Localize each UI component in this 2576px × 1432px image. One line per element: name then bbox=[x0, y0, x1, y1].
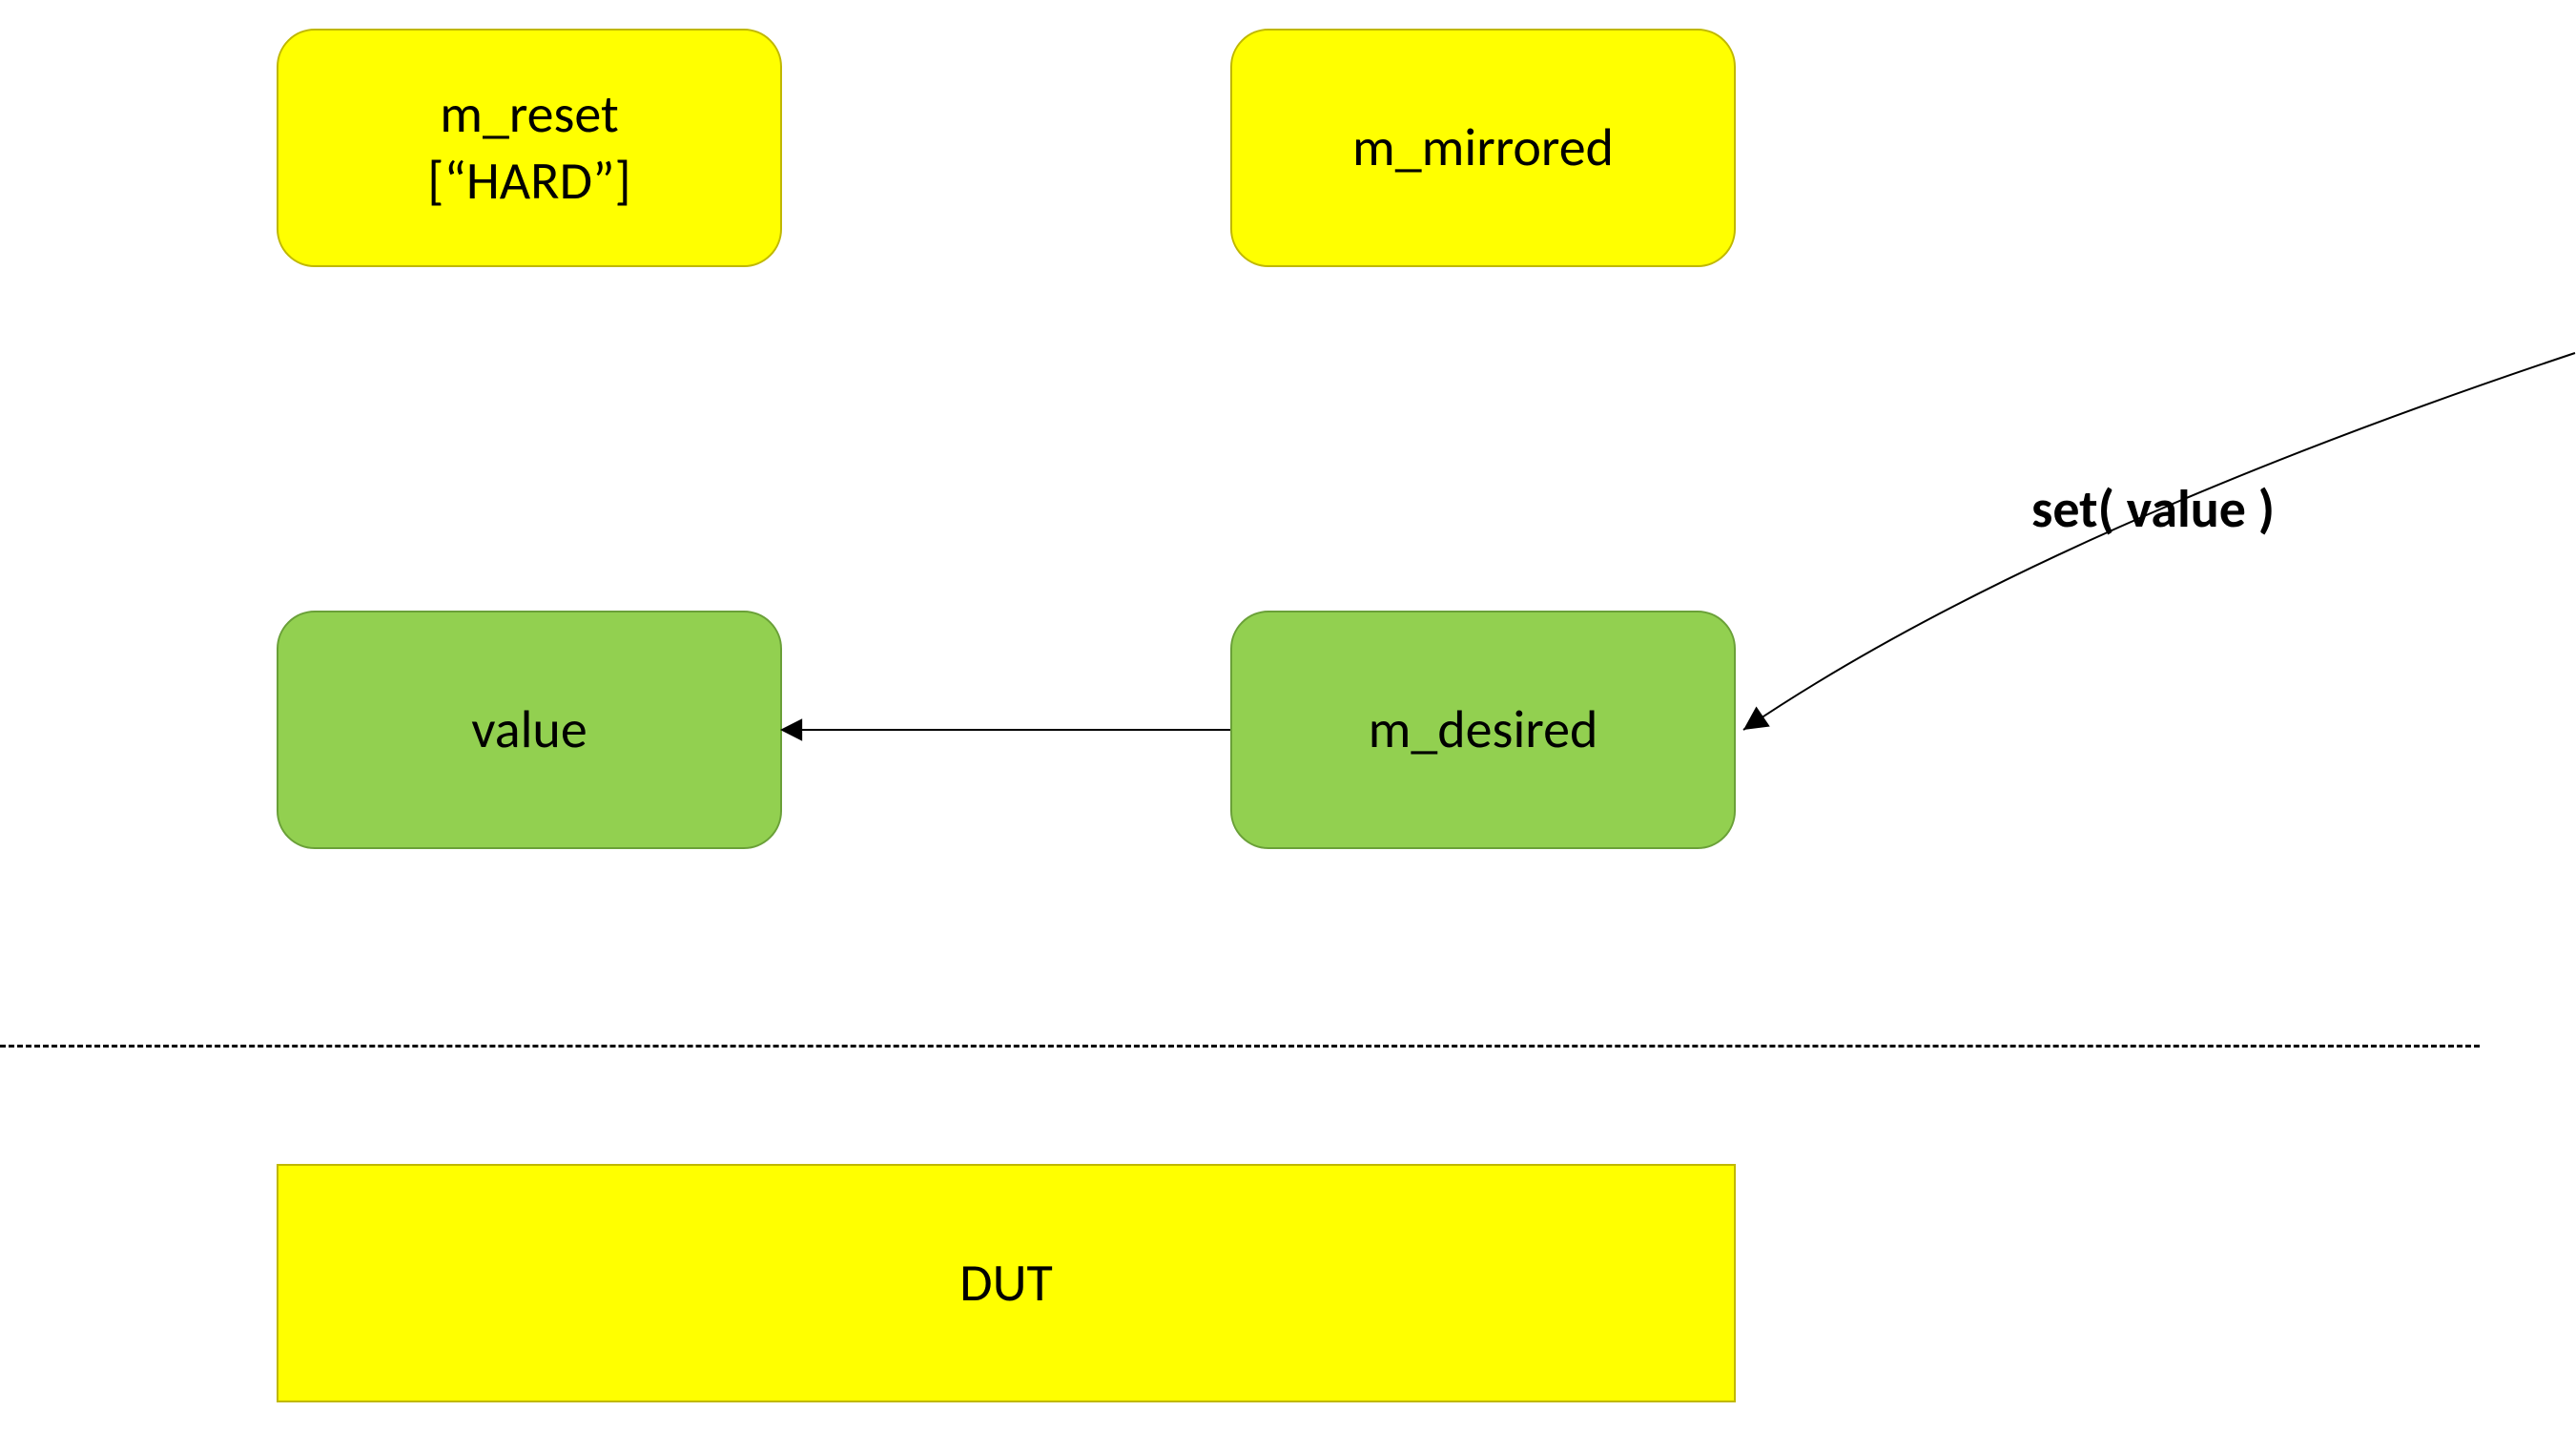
edge-label-set-value: set( value ) bbox=[2031, 477, 2275, 542]
node-value-label: value bbox=[471, 696, 587, 763]
node-m-reset: m_reset [“HARD”] bbox=[277, 29, 782, 267]
node-dut: DUT bbox=[277, 1164, 1736, 1402]
node-value: value bbox=[277, 611, 782, 849]
node-m-desired-label: m_desired bbox=[1369, 696, 1598, 763]
node-m-mirrored: m_mirrored bbox=[1230, 29, 1736, 267]
node-m-desired: m_desired bbox=[1230, 611, 1736, 849]
diagram-canvas: m_reset [“HARD”] m_mirrored value m_desi… bbox=[0, 0, 2576, 1432]
section-divider bbox=[0, 1045, 2480, 1048]
node-dut-label: DUT bbox=[959, 1250, 1053, 1317]
node-m-mirrored-label: m_mirrored bbox=[1352, 114, 1614, 181]
node-m-reset-label: m_reset [“HARD”] bbox=[427, 81, 630, 215]
